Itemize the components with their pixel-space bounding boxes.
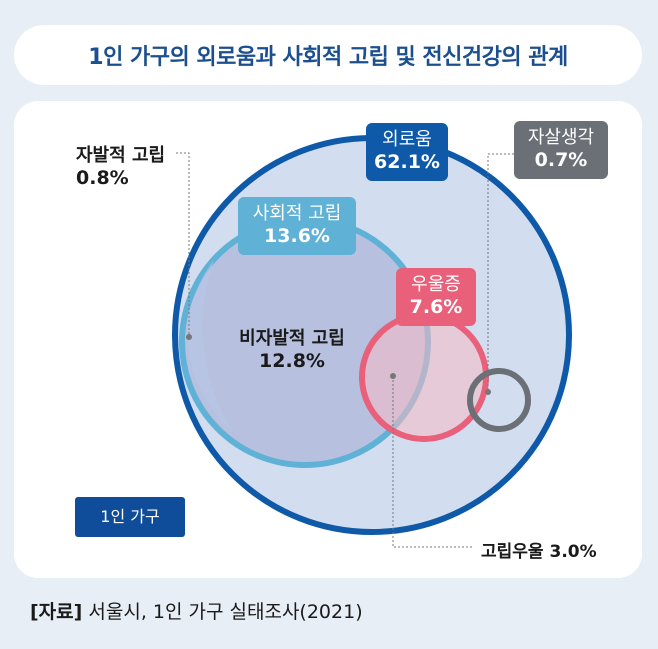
leader-isolation-depression: [392, 376, 474, 548]
suicidal-thoughts-label-box: 자살생각 0.7%: [514, 121, 608, 179]
social-isolation-label-box: 사회적 고립 13.6%: [238, 197, 356, 255]
leader-suicidal: [487, 153, 514, 392]
loneliness-label-box: 외로움 62.1%: [366, 123, 448, 181]
involuntary-isolation-label: 비자발적 고립 12.8%: [239, 328, 345, 372]
suicidal-thoughts-circle: [467, 368, 531, 432]
source-note: [자료] 서울시, 1인 가구 실태조사(2021): [30, 601, 363, 623]
leader-voluntary: [176, 152, 190, 337]
isolation-depression-label: 고립우울 3.0%: [481, 542, 597, 562]
depression-label-box: 우울증 7.6%: [396, 268, 476, 326]
voluntary-isolation-label: 자발적 고립 0.8%: [76, 145, 166, 189]
single-household-legend: 1인 가구: [75, 497, 185, 537]
depression-circle: [359, 312, 489, 442]
voluntary-isolation-region: [187, 260, 232, 430]
page-title: 1인 가구의 외로움과 사회적 고립 및 전신건강의 관계: [14, 25, 642, 85]
